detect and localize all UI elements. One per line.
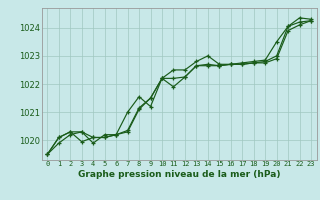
X-axis label: Graphe pression niveau de la mer (hPa): Graphe pression niveau de la mer (hPa) <box>78 170 280 179</box>
